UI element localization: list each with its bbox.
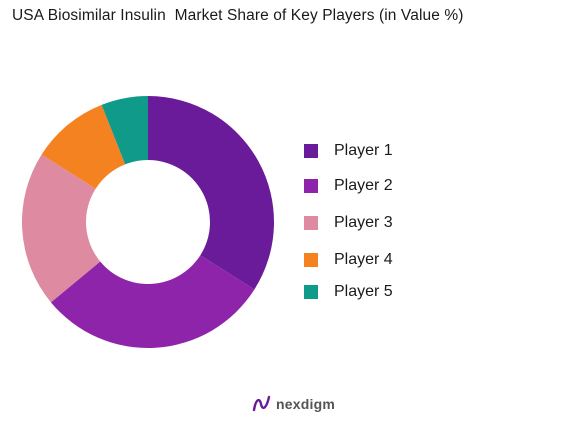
- donut-slice-player-2: [50, 255, 255, 349]
- nexdigm-logo-icon: [252, 395, 271, 412]
- legend-swatch-player-5: [304, 285, 318, 299]
- brand-name: nexdigm: [276, 396, 335, 412]
- legend-swatch-player-4: [304, 253, 318, 267]
- legend-item-player-5: Player 5: [304, 282, 504, 302]
- legend-label-player-1: Player 1: [334, 142, 393, 159]
- donut-slice-player-3: [22, 154, 101, 303]
- donut-slice-player-5: [101, 96, 148, 165]
- legend-label-player-2: Player 2: [334, 177, 393, 194]
- chart-title: USA Biosimilar Insulin Market Share of K…: [12, 7, 464, 24]
- legend-item-player-1: Player 1: [304, 141, 504, 161]
- legend-swatch-player-1: [304, 144, 318, 158]
- donut-slice-player-1: [148, 96, 275, 290]
- legend-swatch-player-3: [304, 216, 318, 230]
- legend-label-player-5: Player 5: [334, 283, 393, 300]
- legend-swatch-player-2: [304, 179, 318, 193]
- donut-slice-player-4: [41, 104, 126, 189]
- brand-footer: nexdigm: [252, 394, 335, 414]
- legend-label-player-4: Player 4: [334, 251, 393, 268]
- legend-label-player-3: Player 3: [334, 214, 393, 231]
- legend-item-player-4: Player 4: [304, 250, 504, 270]
- legend-item-player-3: Player 3: [304, 213, 504, 233]
- legend-item-player-2: Player 2: [304, 176, 504, 196]
